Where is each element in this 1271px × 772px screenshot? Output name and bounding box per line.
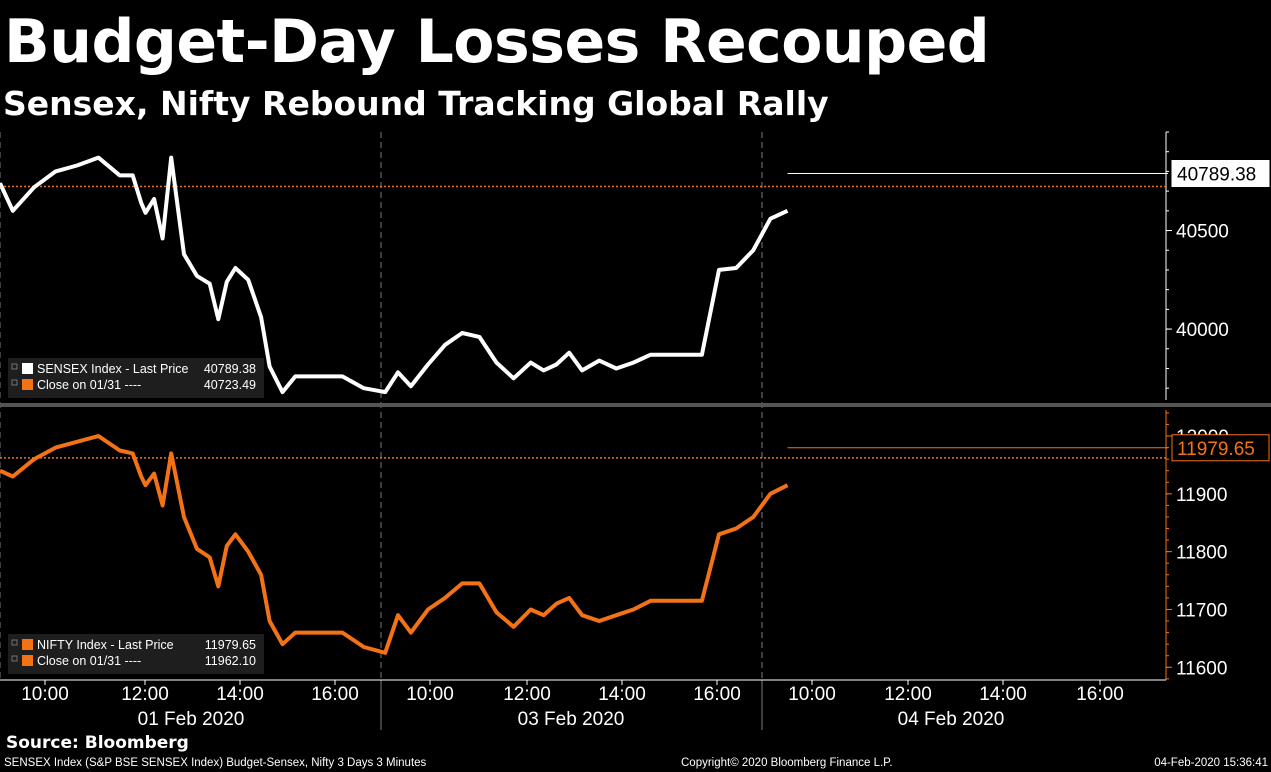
nifty-legend-toggle: [11, 655, 18, 662]
x-tick-label: 10:00: [788, 684, 836, 705]
source-label: Source: Bloomberg: [6, 733, 189, 753]
nifty-y-tick-label: 11600: [1176, 658, 1227, 679]
nifty-series-line: [0, 434, 789, 655]
x-tick-label: 12:00: [503, 684, 551, 705]
nifty-legend-value: 11979.65: [205, 638, 256, 652]
x-tick-label: 16:00: [1076, 684, 1124, 705]
sensex-legend-bg: [8, 358, 264, 398]
nifty-legend-label: NIFTY Index - Last Price: [37, 638, 174, 652]
nifty-legend-bg: [8, 634, 264, 674]
sensex-legend-toggle: [11, 379, 18, 386]
nifty-y-tick-label: 11900: [1176, 485, 1227, 506]
nifty-last-value-box: [1171, 434, 1270, 462]
panel-separator: [0, 403, 1271, 407]
x-tick-label: 12:00: [121, 684, 169, 705]
sensex-legend: SENSEX Index - Last Price 40789.38 Close o…: [8, 358, 264, 398]
x-day-label: 04 Feb 2020: [898, 709, 1005, 730]
sensex-legend-swatch: [22, 363, 33, 374]
sensex-legend-value: 40789.38: [204, 362, 256, 376]
sensex-y-tick-label: 40500: [1176, 222, 1229, 243]
chart-title: Budget-Day Losses Recouped: [4, 7, 990, 77]
x-tick-label: 14:00: [979, 684, 1027, 705]
sensex-y-tick-label: 40000: [1176, 320, 1229, 341]
nifty-legend-value: 11962.10: [205, 654, 256, 668]
nifty-y-tick-label: 11700: [1176, 600, 1227, 621]
x-tick-label: 12:00: [884, 684, 932, 705]
x-tick-label: 14:00: [216, 684, 264, 705]
footer-copyright: Copyright© 2020 Bloomberg Finance L.P.: [681, 757, 893, 769]
x-tick-label: 14:00: [598, 684, 646, 705]
sensex-last-value-box: [1171, 160, 1270, 188]
nifty-last-value-label: 11979.65: [1177, 439, 1255, 460]
footer-timestamp: 04-Feb-2020 15:36:41: [1154, 757, 1268, 769]
x-day-label: 03 Feb 2020: [518, 709, 625, 730]
sensex-legend-label: SENSEX Index - Last Price: [37, 362, 189, 376]
x-tick-label: 10:00: [406, 684, 454, 705]
sensex-legend-toggle: [11, 363, 18, 370]
x-axis: 10:00 12:00 14:00 16:00 10:00 12:00 14:00 16:00…: [0, 679, 1166, 730]
x-tick-label: 16:00: [311, 684, 359, 705]
chart-subtitle: Sensex, Nifty Rebound Tracking Global Ra…: [3, 84, 829, 123]
nifty-legend-label: Close on 01/31 ----: [37, 654, 141, 668]
sensex-legend-swatch: [22, 379, 33, 390]
nifty-legend-swatch: [22, 639, 33, 650]
sensex-legend-label: Close on 01/31 ----: [37, 378, 141, 392]
x-day-label: 01 Feb 2020: [138, 709, 245, 730]
nifty-legend: NIFTY Index - Last Price 11979.65 Close on…: [8, 634, 264, 674]
nifty-legend-swatch: [22, 655, 33, 666]
x-tick-label: 16:00: [693, 684, 741, 705]
nifty-y-tick-label: 11800: [1176, 543, 1227, 564]
x-tick-label: 10:00: [21, 684, 69, 705]
sensex-legend-value: 40723.49: [204, 378, 256, 392]
footer-description: SENSEX Index (S&P BSE SENSEX Index) Budg…: [4, 757, 427, 769]
nifty-legend-toggle: [11, 639, 18, 646]
sensex-last-value-label: 40789.38: [1177, 165, 1256, 186]
sensex-series-line: [0, 155, 789, 395]
